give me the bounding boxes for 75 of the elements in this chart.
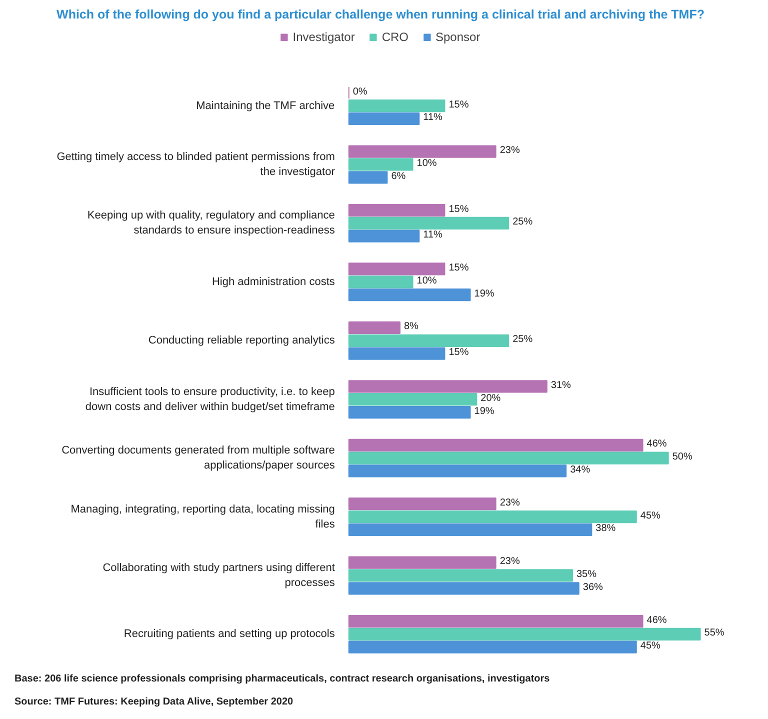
data-label: 11%	[423, 230, 443, 241]
bar	[348, 145, 496, 158]
data-label: 19%	[474, 288, 494, 300]
bar	[348, 498, 496, 510]
bar	[348, 262, 446, 276]
data-label: 35%	[576, 568, 597, 580]
data-label: 15%	[448, 262, 469, 274]
text: Base: 206 life science professionals comprising pharmaceuticals, contract research organisations, investigators	[14, 674, 550, 684]
bar	[348, 569, 573, 582]
bar	[348, 614, 644, 628]
data-label: 46%	[646, 438, 667, 450]
data-label: 38%	[596, 523, 616, 534]
bar	[348, 347, 446, 360]
bar	[348, 334, 510, 347]
bar	[348, 640, 637, 654]
bar	[348, 582, 580, 595]
bar	[348, 112, 420, 125]
bar	[348, 204, 446, 217]
data-label: 34%	[570, 464, 590, 476]
data-label: 10%	[416, 275, 437, 286]
data-label: 55%	[704, 628, 724, 639]
data-label: 19%	[474, 406, 494, 417]
bar	[348, 556, 496, 569]
y-tick-label: Maintaining the TMF archive	[196, 100, 335, 112]
bar	[348, 288, 471, 302]
y-tick-label: Getting timely access to blinded patient permissions from the investigator	[56, 150, 336, 178]
bar	[348, 393, 478, 406]
data-label: 15%	[448, 204, 469, 215]
bar	[348, 171, 388, 184]
data-label: 31%	[550, 380, 572, 391]
data-label: 20%	[480, 392, 501, 404]
data-label: 25%	[512, 216, 533, 228]
data-label: 6%	[391, 170, 406, 182]
bar	[348, 216, 510, 230]
data-label: 23%	[500, 556, 520, 568]
bar	[348, 321, 400, 334]
data-label: 25%	[512, 334, 533, 346]
bar	[348, 510, 637, 524]
data-label: 23%	[500, 145, 520, 156]
bar	[348, 230, 420, 242]
data-label: 45%	[640, 640, 661, 652]
y-tick-label: Keeping up with quality, regulatory and compliance standards to ensure inspection-readiness	[87, 210, 336, 237]
y-tick-label: Collaborating with study partners using different processes	[102, 562, 336, 589]
y-tick-label: Conducting reliable reporting analytics	[148, 334, 336, 347]
y-tick-label: Recruiting patients and setting up protocols	[124, 628, 336, 640]
data-label: 8%	[404, 321, 419, 332]
source-note: Source: TMF Futures: Keeping Data Alive, September 2020	[14, 696, 294, 708]
data-label: 50%	[672, 452, 692, 463]
bar	[348, 628, 701, 641]
data-label: 46%	[646, 614, 667, 626]
y-tick-label: Insufficient tools to ensure productivity, i.e. to keep down costs and deliver within budget/set timeframe	[85, 386, 335, 413]
data-label: 23%	[500, 497, 520, 508]
y-tick-label: High administration costs	[212, 276, 336, 288]
bar	[348, 452, 669, 464]
data-label: 0%	[352, 86, 368, 98]
bar	[348, 276, 414, 288]
bar	[348, 406, 471, 419]
legend-label: Sponsor	[436, 30, 480, 44]
bar	[348, 523, 592, 536]
data-label: 15%	[448, 347, 469, 358]
bar	[348, 464, 567, 478]
chart-title: Which of the following do you find a particular challenge when running a clinical trial and archiving the TMF?	[56, 8, 704, 22]
legend-label: CRO	[382, 30, 409, 44]
y-tick-label: Managing, integrating, reporting data, locating missing files	[70, 503, 336, 530]
y-tick-label: Converting documents generated from multiple software applications/paper sources	[62, 444, 336, 472]
data-label: 36%	[582, 582, 604, 593]
data-label: 11%	[423, 112, 443, 124]
bar	[348, 380, 548, 393]
legend-label: Investigator	[292, 30, 355, 44]
data-label: 10%	[416, 158, 437, 169]
bar	[348, 158, 414, 171]
data-label: 45%	[640, 510, 661, 522]
data-label: 15%	[448, 99, 469, 110]
bar	[348, 99, 446, 112]
bar	[348, 438, 644, 452]
